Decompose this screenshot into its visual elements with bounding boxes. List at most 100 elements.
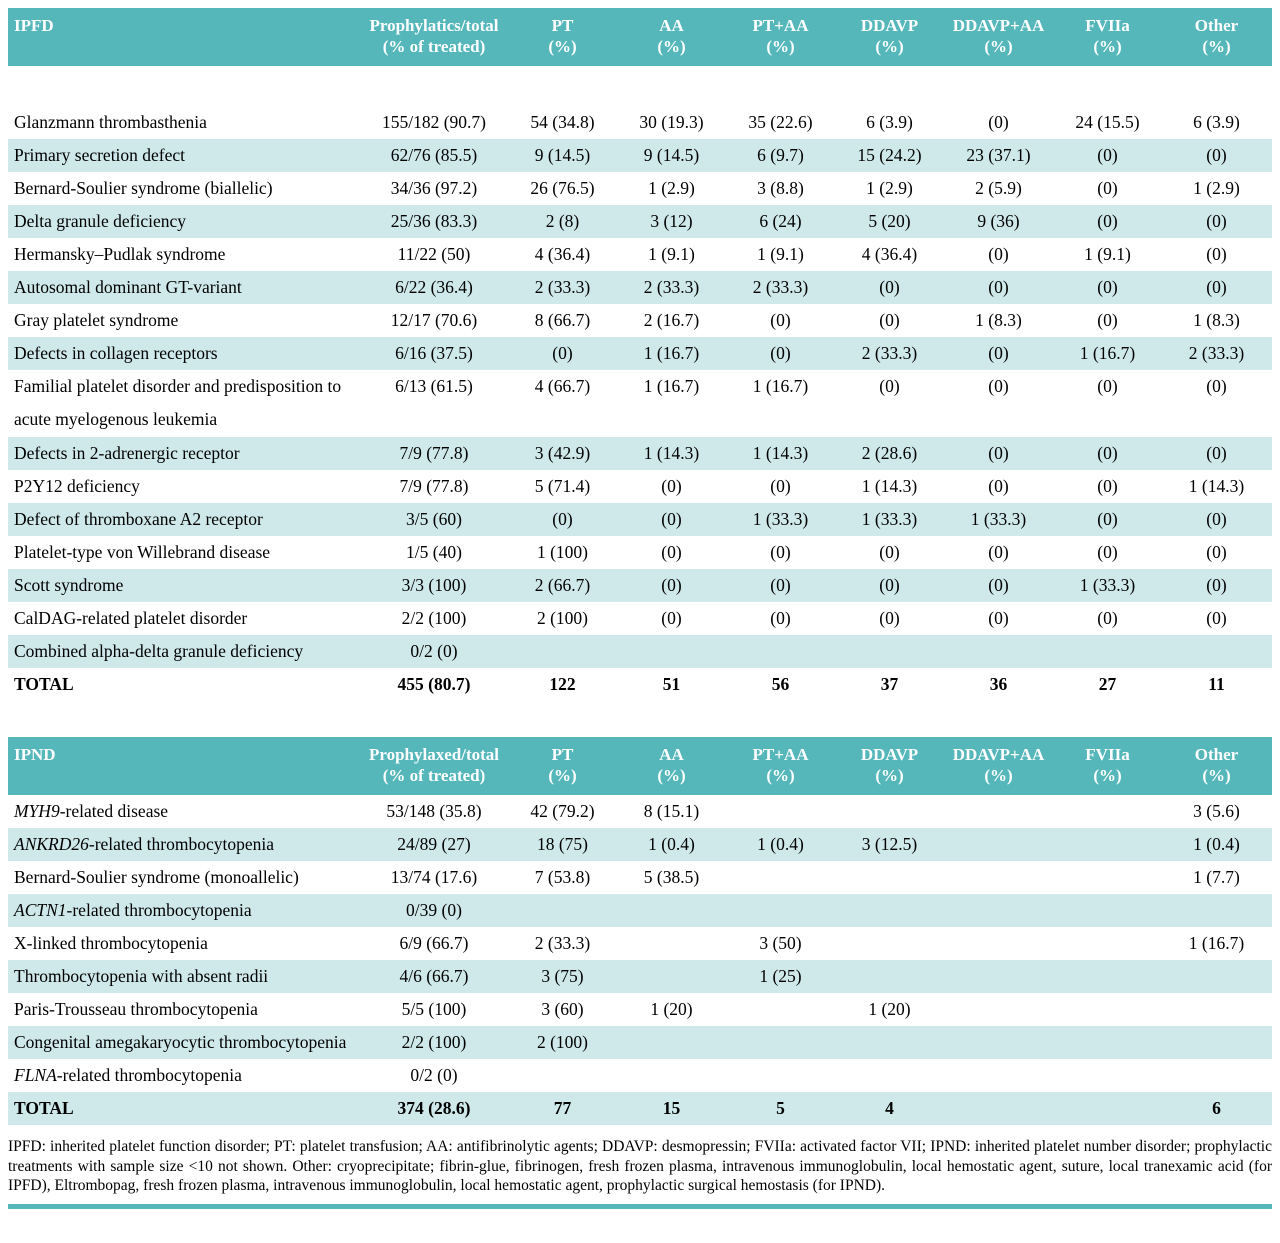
row-name: Autosomal dominant GT-variant [14, 277, 242, 297]
cell: 1 (7.7) [1193, 867, 1240, 887]
row-name: CalDAG-related platelet disorder [14, 608, 248, 628]
cell: 2 (5.9) [975, 178, 1022, 198]
column-header-line1: PT+AA [752, 16, 809, 35]
cell: (0) [988, 443, 1009, 463]
column-header: PT+AA (%) [726, 15, 835, 57]
table-row: Gray platelet syndrome 12/17 (70.6) 8 (66.… [8, 304, 1272, 337]
cell: 25/36 (83.3) [390, 211, 478, 231]
row-name: MYH9-related disease [14, 801, 169, 821]
column-header: DDAVP+AA (%) [944, 744, 1053, 786]
column-header-line2: (%) [875, 37, 904, 56]
cell: 2 (100) [536, 1032, 589, 1052]
cell: (0) [1206, 575, 1227, 595]
column-header-line2: (%) [1202, 766, 1231, 785]
cell: (0) [988, 376, 1009, 396]
cell: 2 (33.3) [752, 277, 809, 297]
cell: 3 (75) [541, 966, 584, 986]
column-header: DDAVP (%) [835, 15, 944, 57]
table-row: Hermansky–Pudlak syndrome 11/22 (50) 4 (36… [8, 238, 1272, 271]
row-name: Defects in collagen receptors [14, 343, 218, 363]
column-header-line2: (% of treated) [382, 766, 486, 785]
document: IPFD Prophylatics/total (% of treated) PT (%… [8, 8, 1272, 1209]
cell: 5 (71.4) [534, 476, 591, 496]
cell: 1 (16.7) [1079, 343, 1136, 363]
cell: (0) [988, 542, 1009, 562]
cell: 34/36 (97.2) [390, 178, 478, 198]
column-header-line1: DDAVP+AA [952, 745, 1045, 764]
cell: 4 (36.4) [861, 244, 918, 264]
table-row: MYH9-related disease 53/148 (35.8) 42 (79.… [8, 795, 1272, 828]
table-row: Defects in 2-adrenergic receptor 7/9 (77.… [8, 437, 1272, 470]
cell: 2 (28.6) [861, 443, 918, 463]
row-name: Delta granule deficiency [14, 211, 186, 231]
cell: 6 (3.9) [866, 112, 913, 132]
cell: 1 (8.3) [975, 310, 1022, 330]
column-header-line1: FVIIa [1085, 16, 1130, 35]
row-name: Familial platelet disorder and predispos… [14, 376, 342, 429]
cell: (0) [988, 244, 1009, 264]
table-header: IPND Prophylaxed/total (% of treated) PT (%)… [8, 737, 1272, 795]
table-row: Familial platelet disorder and predispos… [8, 370, 1272, 437]
column-header-line1: FVIIa [1085, 745, 1130, 764]
cell: 27 [1098, 674, 1117, 694]
cell: 77 [553, 1098, 572, 1118]
cell: 5/5 (100) [401, 999, 467, 1019]
cell: 5 (20) [868, 211, 911, 231]
row-name: Platelet-type von Willebrand disease [14, 542, 271, 562]
cell: 1 (100) [536, 542, 589, 562]
cell: 1 (0.4) [1193, 834, 1240, 854]
cell: (0) [661, 575, 682, 595]
cell: 30 (19.3) [639, 112, 704, 132]
cell: 6 (9.7) [757, 145, 804, 165]
table-body: Glanzmann thrombasthenia 155/182 (90.7) 54… [8, 106, 1272, 701]
column-header-line1: Prophylatics/total [369, 16, 499, 35]
cell: (0) [1206, 145, 1227, 165]
column-header-line1: AA [659, 16, 684, 35]
cell: 1 (0.4) [648, 834, 695, 854]
gene-name: ANKRD26 [14, 834, 89, 854]
cell: (0) [988, 277, 1009, 297]
cell: 1 (33.3) [861, 509, 918, 529]
cell: 62/76 (85.5) [390, 145, 478, 165]
cell: (0) [879, 575, 900, 595]
cell: 51 [662, 674, 681, 694]
column-header-line2: (%) [1093, 37, 1122, 56]
cell: 3/5 (60) [406, 509, 462, 529]
table-body: MYH9-related disease 53/148 (35.8) 42 (79.… [8, 795, 1272, 1125]
row-name: Glanzmann thrombasthenia [14, 112, 207, 132]
cell: 1 (8.3) [1193, 310, 1240, 330]
cell: 155/182 (90.7) [381, 112, 487, 132]
cell: (0) [661, 608, 682, 628]
column-header: Prophylatics/total (% of treated) [360, 15, 508, 57]
cell: (0) [552, 509, 573, 529]
column-header: Other (%) [1162, 744, 1271, 786]
row-name: TOTAL [14, 674, 74, 694]
row-name: Primary secretion defect [14, 145, 186, 165]
table-row: TOTAL 374 (28.6) 77 15 5 4 6 [8, 1092, 1272, 1125]
cell: 42 (79.2) [530, 801, 595, 821]
cell: (0) [770, 476, 791, 496]
cell: (0) [1206, 509, 1227, 529]
cell: 11/22 (50) [397, 244, 471, 264]
table-row: Defect of thromboxane A2 receptor 3/5 (60… [8, 503, 1272, 536]
cell: 2 (33.3) [1188, 343, 1245, 363]
column-header-line2: (%) [657, 37, 686, 56]
column-header: DDAVP (%) [835, 744, 944, 786]
cell: 3 (60) [541, 999, 584, 1019]
cell: (0) [770, 575, 791, 595]
cell: 56 [771, 674, 790, 694]
cell: 54 (34.8) [530, 112, 595, 132]
column-header: PT (%) [508, 744, 617, 786]
cell: 1 (33.3) [970, 509, 1027, 529]
ipnd-table: IPND Prophylaxed/total (% of treated) PT (%)… [8, 737, 1272, 1125]
cell: 2/2 (100) [401, 608, 467, 628]
cell: 1 (2.9) [1193, 178, 1240, 198]
gene-name: FLNA [14, 1065, 57, 1085]
cell: (0) [661, 509, 682, 529]
row-name: ACTN1-related thrombocytopenia [14, 900, 252, 920]
cell: (0) [1097, 277, 1118, 297]
cell: 1 (33.3) [752, 509, 809, 529]
cell: 23 (37.1) [966, 145, 1031, 165]
cell: (0) [1206, 211, 1227, 231]
cell: 15 (24.2) [857, 145, 922, 165]
